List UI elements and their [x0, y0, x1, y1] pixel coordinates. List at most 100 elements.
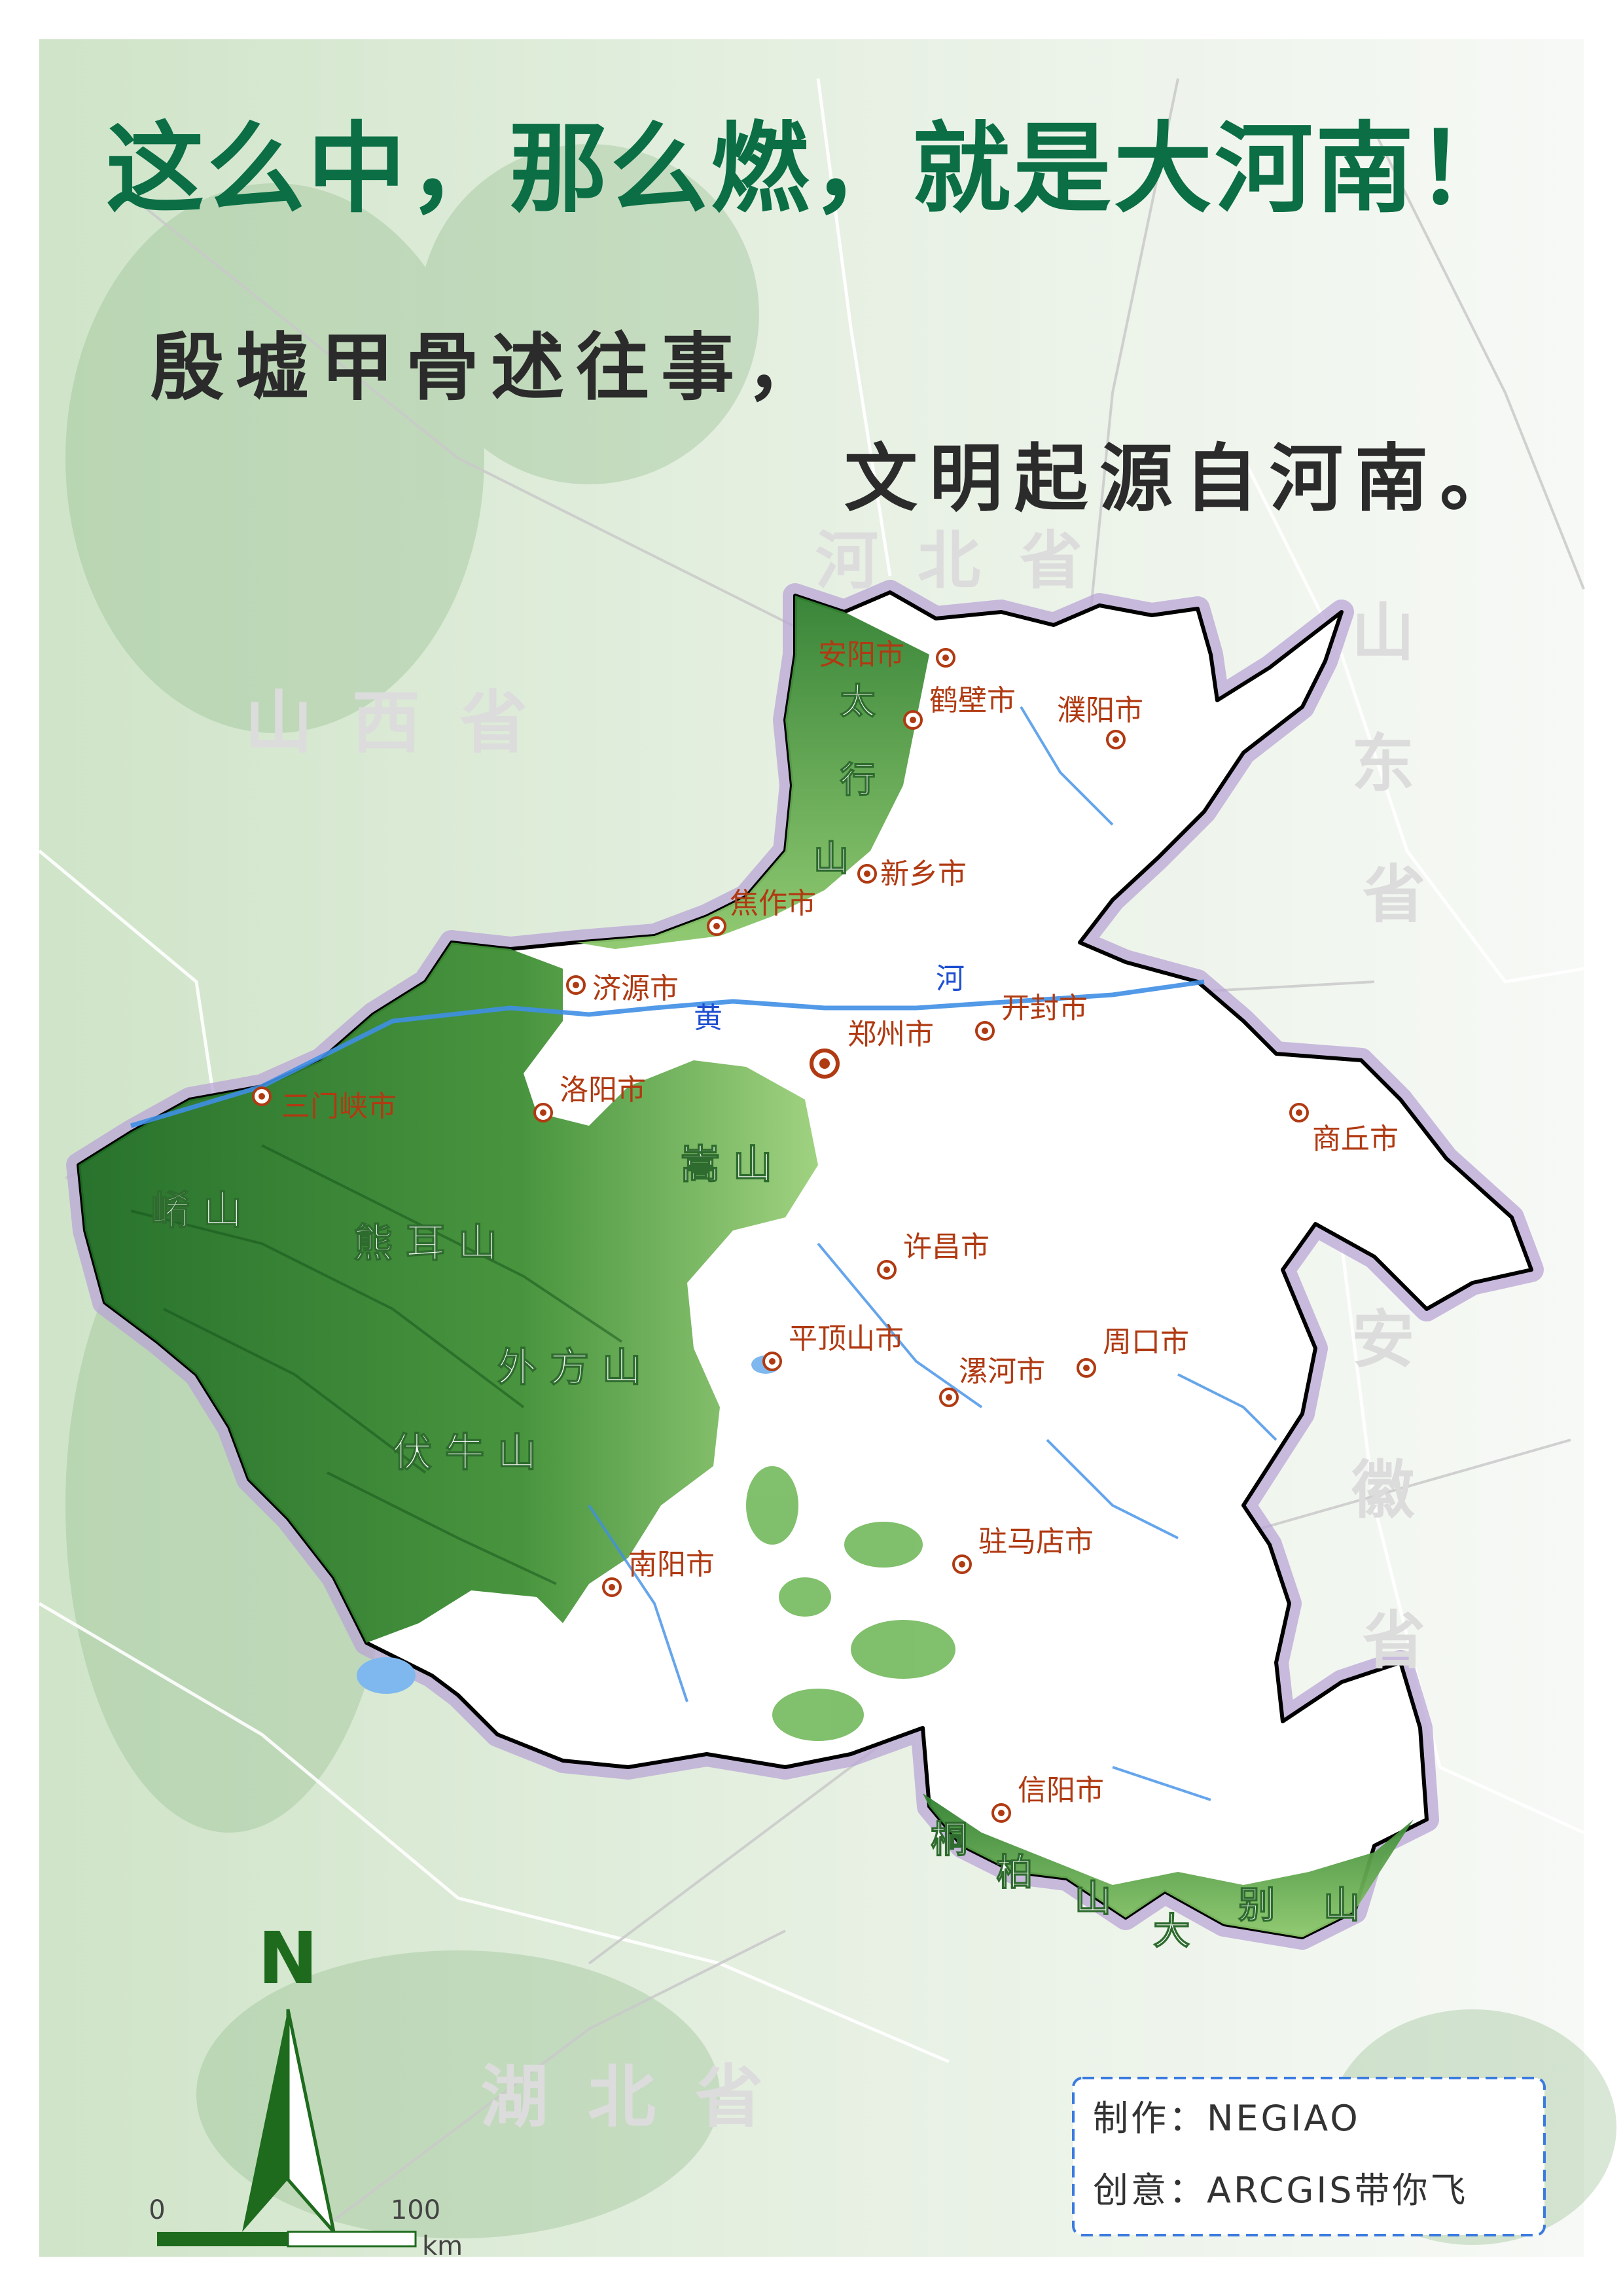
province-label-shandong: 山 东 省 — [1351, 596, 1436, 931]
city-marker-dot-luoyang — [540, 1109, 546, 1116]
terrain-western-mountains — [79, 942, 818, 1643]
city-label-pingdingshan: 平顶山市 — [789, 1322, 904, 1355]
city-marker-dot-luohe — [946, 1394, 952, 1401]
city-label-puyang: 濮阳市 — [1057, 694, 1143, 727]
city-label-xuchang: 许昌市 — [903, 1230, 990, 1264]
north-arrow: N — [242, 1916, 337, 2238]
mountain-label-xiongershan: 熊耳山 — [353, 1221, 510, 1266]
mountain-label-tongbai-2: 柏 — [996, 1851, 1033, 1894]
city-marker-dot-zhengzhou — [819, 1058, 830, 1069]
city-zhumadian: 驻马店市 — [952, 1525, 1094, 1574]
mountain-label-tongbai-1: 桐 — [931, 1818, 967, 1861]
mountain-label-dabie-1: 大 — [1153, 1910, 1190, 1953]
mountain-label-dabie-3: 山 — [1323, 1884, 1360, 1927]
city-label-xinxiang: 新乡市 — [880, 857, 967, 891]
city-label-zhumadian: 驻马店市 — [978, 1525, 1094, 1558]
credits-frame — [1072, 2077, 1546, 2236]
province-label-hubei: 湖北省 — [480, 2057, 802, 2137]
mountain-label-songshan: 嵩山 — [681, 1142, 785, 1188]
city-marker-dot-puyang — [1113, 736, 1119, 743]
terrain-tongbai-dabie — [923, 1793, 1414, 1937]
city-marker-dot-nanyang — [609, 1584, 615, 1590]
city-marker-dot-hebi — [910, 717, 916, 723]
city-marker-dot-pingdingshan — [769, 1358, 776, 1365]
north-arrow-left — [242, 2009, 288, 2232]
terrain-patches — [746, 1466, 955, 1741]
terrain-taihang — [576, 596, 929, 949]
mountain-label-taihang-1: 太 — [840, 680, 876, 722]
city-luoyang: 洛阳市 — [533, 1073, 646, 1122]
city-anyang: 安阳市 — [818, 638, 955, 672]
province-label-shandong-3: 省 — [1363, 858, 1425, 931]
mountain-label-tongbaishan: 桐 柏 山 — [931, 1818, 1111, 1920]
yellow-river — [130, 979, 1205, 1128]
province-label-anhui-2: 徽 — [1351, 1454, 1415, 1527]
city-marker-dot-xinyang — [998, 1810, 1005, 1816]
province-label-shandong-2: 东 — [1351, 727, 1414, 800]
scale-bar-end: 100 — [391, 2195, 440, 2225]
city-marker-dot-sanmenxia — [259, 1093, 265, 1100]
city-marker-dot-anyang — [942, 655, 949, 661]
city-zhoukou: 周口市 — [1077, 1325, 1189, 1378]
city-marker-dot-jiaozuo — [713, 923, 720, 929]
mountain-label-dabie-2: 别 — [1238, 1884, 1275, 1927]
scale-bar: 0 100 km — [149, 2195, 463, 2261]
city-label-luohe: 漯河市 — [959, 1355, 1045, 1388]
mountain-label-waifangshan: 外方山 — [497, 1345, 654, 1391]
terrain-ridges — [130, 1144, 623, 1585]
city-hebi: 鹤壁市 — [903, 684, 1016, 730]
city-label-kaifeng: 开封市 — [1001, 992, 1088, 1025]
poem-line-2: 文明起源自河南。 — [844, 436, 1525, 522]
north-arrow-label: N — [258, 1916, 318, 2000]
province-label-hebei: 河北省 — [815, 524, 1122, 598]
river-label-huang: 黄 — [694, 1001, 722, 1035]
scale-bar-filled — [157, 2232, 288, 2246]
mountain-label-xiaoshan: 崤山 — [151, 1188, 255, 1234]
city-jiyuan: 济源市 — [566, 972, 679, 1005]
city-marker-dot-jiyuan — [573, 982, 579, 988]
province-label-anhui-3: 省 — [1363, 1604, 1425, 1677]
city-label-jiyuan: 济源市 — [592, 972, 679, 1005]
mountain-label-tongbai-3: 山 — [1075, 1877, 1111, 1920]
credits-box: 制作：NEGIAO 创意：ARCGIS带你飞 — [1072, 2077, 1546, 2236]
mountain-labels: 太 行 山 嵩山 崤山 熊耳山 外方山 伏牛山 桐 柏 山 大 别 山 — [150, 679, 1361, 1954]
river-label-he: 河 — [936, 962, 965, 996]
city-nanyang: 南阳市 — [602, 1548, 715, 1597]
poem-line-1: 殷墟甲骨述往事， — [151, 325, 831, 410]
city-marker-dot-zhumadian — [959, 1561, 965, 1568]
city-label-jiaozuo: 焦作市 — [730, 887, 816, 920]
city-xuchang: 许昌市 — [877, 1230, 990, 1280]
city-label-sanmenxia: 三门峡市 — [281, 1090, 397, 1123]
city-label-anyang: 安阳市 — [818, 638, 904, 672]
city-label-luoyang: 洛阳市 — [560, 1073, 646, 1107]
river-label-yellow-river: 黄 河 — [694, 962, 965, 1035]
mountain-label-taihang-3: 山 — [813, 837, 849, 879]
credits-line-1: 制作：NEGIAO — [1093, 2098, 1361, 2139]
city-shangqiu: 商丘市 — [1289, 1103, 1399, 1156]
mountain-label-funiushan: 伏牛山 — [393, 1430, 550, 1476]
scale-bar-empty — [287, 2231, 417, 2248]
river-network — [588, 706, 1277, 1801]
province-label-anhui-1: 安 — [1351, 1303, 1414, 1376]
province-labels: 河北省 山西省 湖北省 山 东 省 安 徽 省 — [245, 524, 1436, 2137]
mountain-label-dabieshan: 大 别 山 — [1153, 1884, 1360, 1953]
city-label-hebi: 鹤壁市 — [929, 684, 1016, 717]
city-xinyang: 信阳市 — [991, 1774, 1104, 1823]
city-marker-dot-zhoukou — [1083, 1365, 1090, 1371]
city-marker-dot-xinxiang — [864, 870, 870, 877]
city-pingdingshan: 平顶山市 — [762, 1322, 904, 1371]
city-label-xinyang: 信阳市 — [1018, 1774, 1104, 1807]
city-kaifeng: 开封市 — [975, 992, 1088, 1041]
city-xinxiang: 新乡市 — [857, 857, 967, 891]
city-sanmenxia: 三门峡市 — [252, 1086, 397, 1123]
city-label-shangqiu: 商丘市 — [1312, 1122, 1399, 1156]
scale-bar-start: 0 — [149, 2195, 165, 2225]
city-jiaozuo: 焦作市 — [707, 887, 816, 936]
city-zhengzhou: 郑州市 — [810, 1018, 934, 1079]
province-label-shandong-1: 山 — [1351, 596, 1414, 670]
scale-bar-unit: km — [422, 2231, 463, 2261]
city-marker-dot-shangqiu — [1296, 1109, 1302, 1116]
city-label-zhengzhou: 郑州市 — [847, 1018, 934, 1051]
